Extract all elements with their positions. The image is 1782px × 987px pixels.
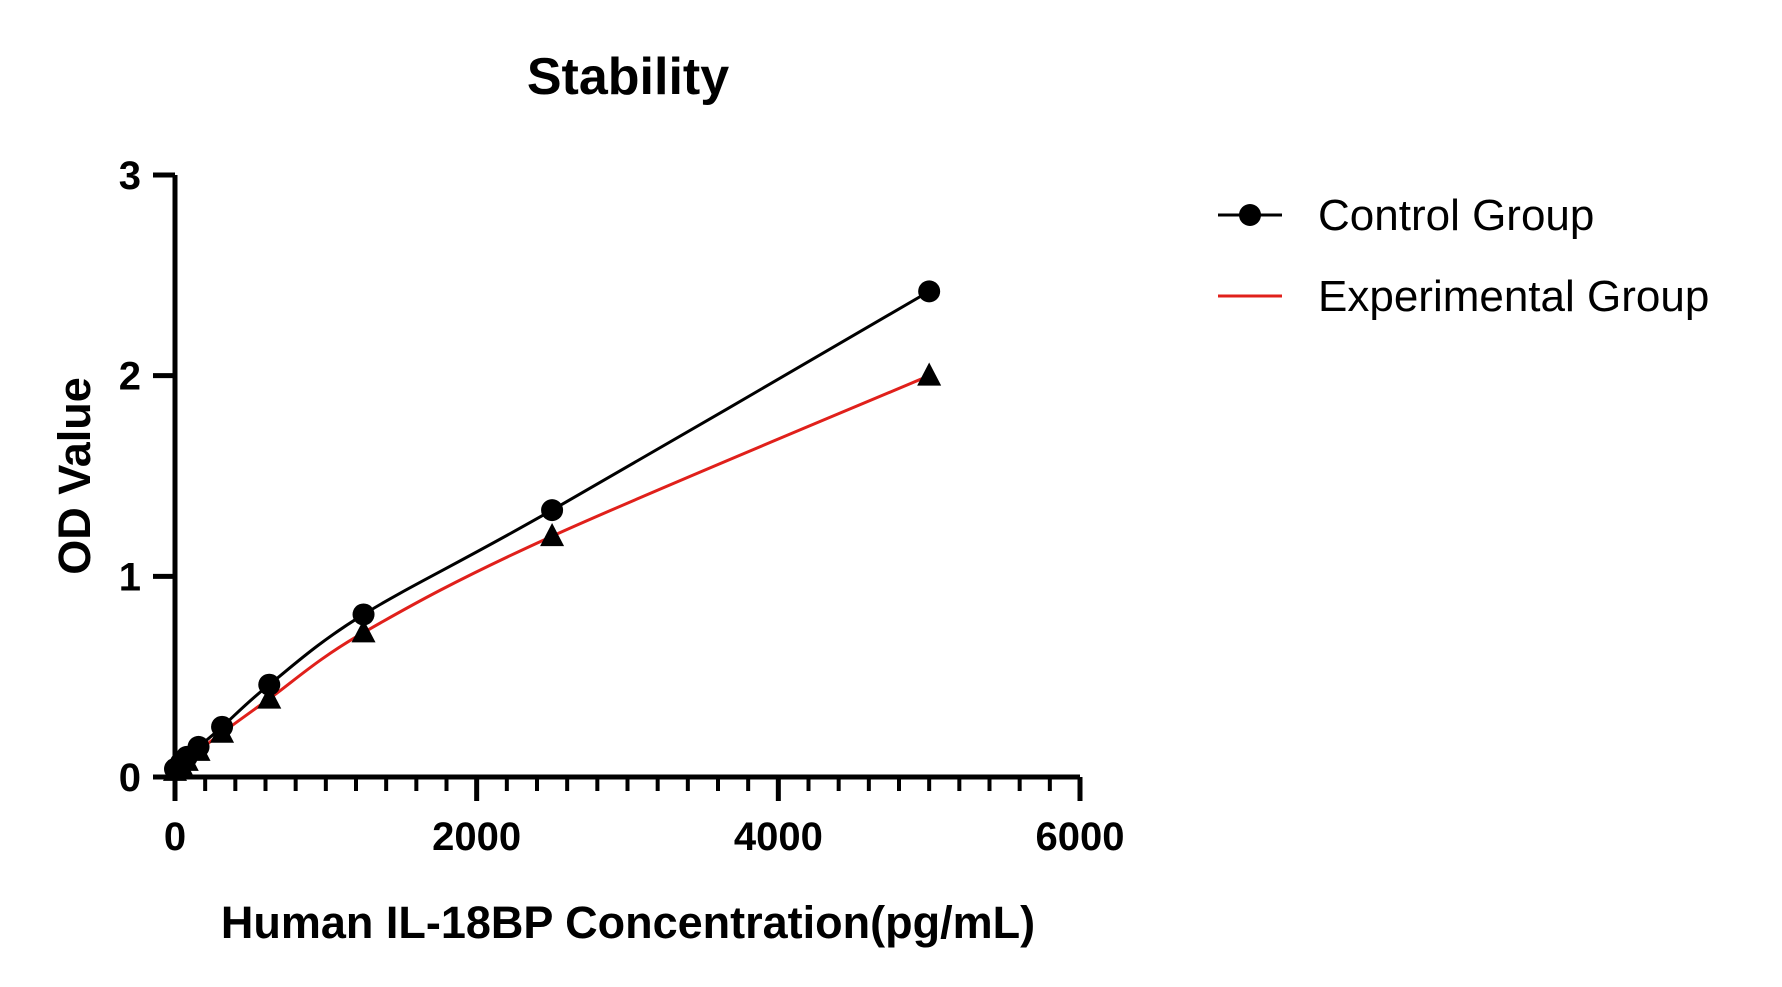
data-point-experimental [917, 362, 942, 386]
data-point-experimental [210, 719, 235, 743]
data-point-experimental [257, 685, 282, 709]
legend-marker-control [1239, 204, 1261, 226]
x-tick-label: 4000 [734, 815, 823, 859]
data-markers [163, 280, 942, 781]
y-tick-label: 0 [119, 756, 141, 800]
y-tick-label: 2 [119, 355, 141, 399]
legend-item-control: Control Group [1218, 191, 1594, 240]
x-tick-label: 0 [164, 815, 186, 859]
data-point-control [541, 499, 564, 522]
x-axis-label: Human IL-18BP Concentration(pg/mL) [221, 897, 1035, 948]
x-tick-label: 6000 [1036, 815, 1125, 859]
x-tick-label: 2000 [432, 815, 521, 859]
data-point-experimental [351, 619, 376, 643]
legend-label-experimental: Experimental Group [1318, 272, 1709, 321]
data-point-control [258, 673, 281, 696]
axes: 0 1 2 3 0 2000 4000 6000 [119, 154, 1125, 859]
legend-label-control: Control Group [1318, 191, 1594, 240]
y-axis-label: OD Value [49, 377, 100, 575]
y-tick-label: 1 [119, 555, 141, 599]
data-point-experimental [174, 747, 199, 771]
legend: Control Group Experimental Group [1218, 191, 1709, 321]
data-point-control [352, 603, 375, 626]
legend-item-experimental: Experimental Group [1218, 272, 1709, 321]
data-point-experimental [540, 523, 565, 547]
data-point-control [918, 280, 941, 303]
fit-line-experimental [173, 374, 930, 773]
y-tick-label: 3 [119, 154, 141, 198]
chart-title: Stability [527, 48, 729, 106]
data-point-experimental [186, 737, 211, 761]
